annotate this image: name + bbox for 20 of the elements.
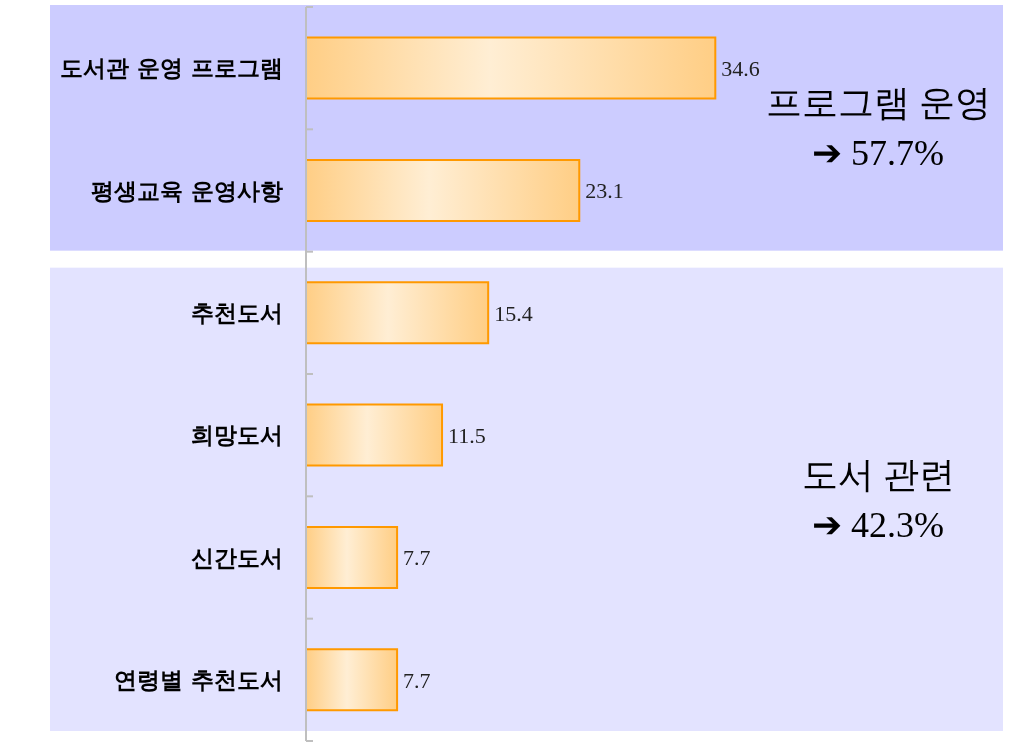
- y-tick-label: 희망도서: [191, 422, 283, 449]
- y-tick-label: 추천도서: [191, 299, 283, 326]
- bar: [306, 158, 581, 222]
- bar: [306, 648, 399, 712]
- data-label: 7.7: [403, 667, 431, 693]
- bar: [306, 525, 399, 589]
- data-label: 11.5: [448, 422, 486, 448]
- y-tick-label: 신간도서: [191, 544, 283, 571]
- band-label: 도서 관련 ➔ 42.3%: [801, 454, 955, 545]
- data-label: 15.4: [494, 300, 533, 326]
- y-tick-label: 평생교육 운영사항: [90, 177, 283, 204]
- y-tick-label: 연령별 추천도서: [113, 666, 283, 693]
- bar: [306, 281, 490, 345]
- data-label: 7.7: [403, 545, 431, 571]
- bar: [306, 36, 717, 100]
- band-label: 프로그램 운영 ➔ 57.7%: [765, 83, 991, 174]
- y-tick-label: 도서관 운영 프로그램: [59, 55, 283, 82]
- data-label: 34.6: [721, 55, 760, 81]
- bar: [306, 403, 444, 467]
- data-label: 23.1: [585, 178, 624, 204]
